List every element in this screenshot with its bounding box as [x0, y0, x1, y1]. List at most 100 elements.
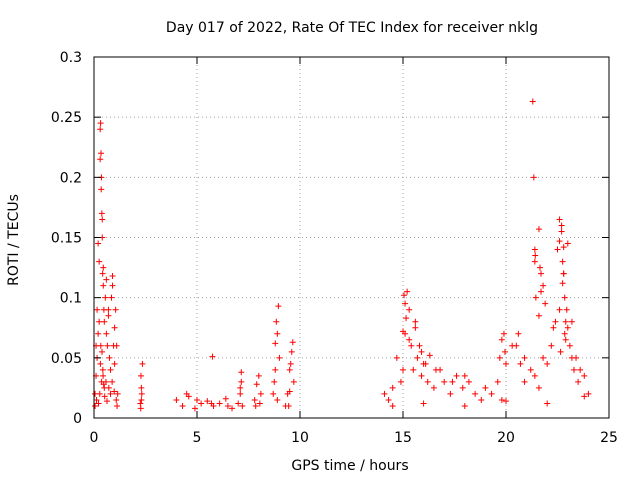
- data-point: [430, 384, 437, 391]
- data-point: [229, 405, 236, 412]
- data-point: [103, 276, 110, 283]
- data-point: [237, 384, 244, 391]
- data-point: [529, 98, 536, 105]
- data-point: [109, 282, 116, 289]
- data-point: [252, 402, 259, 409]
- data-point: [194, 396, 200, 403]
- data-points: [92, 98, 592, 412]
- x-axis-label: GPS time / hours: [291, 458, 408, 474]
- data-point: [107, 390, 114, 397]
- data-point: [410, 366, 417, 373]
- data-point: [561, 294, 568, 301]
- data-point: [535, 384, 542, 391]
- data-point: [137, 372, 144, 379]
- data-point: [406, 306, 413, 313]
- data-point: [400, 366, 406, 373]
- data-point: [183, 390, 190, 397]
- data-point: [402, 300, 409, 307]
- data-point: [532, 294, 539, 301]
- data-point: [498, 336, 505, 343]
- data-point: [558, 228, 565, 235]
- data-point: [548, 342, 555, 349]
- data-point: [99, 366, 106, 373]
- data-point: [271, 378, 278, 385]
- data-point: [109, 378, 116, 385]
- data-point: [418, 348, 425, 355]
- data-point: [285, 402, 292, 409]
- data-point: [389, 402, 396, 409]
- data-point: [95, 400, 102, 407]
- x-tick-label: 20: [497, 430, 515, 446]
- data-point: [209, 353, 216, 360]
- data-point: [531, 246, 538, 253]
- data-point: [138, 390, 145, 397]
- data-point: [503, 398, 509, 405]
- data-point: [138, 396, 145, 403]
- data-point: [527, 366, 534, 373]
- data-point: [561, 330, 568, 337]
- data-point: [385, 396, 392, 403]
- data-point: [575, 378, 582, 385]
- data-point: [111, 388, 118, 395]
- data-point: [517, 360, 524, 367]
- data-point: [222, 395, 229, 402]
- data-point: [560, 244, 567, 251]
- x-tick-label: 10: [291, 430, 309, 446]
- data-point: [416, 342, 423, 349]
- data-point: [105, 306, 112, 313]
- data-point: [531, 258, 538, 265]
- data-point: [96, 318, 103, 325]
- data-point: [577, 366, 584, 373]
- data-point: [273, 318, 280, 325]
- data-point: [270, 390, 277, 397]
- data-point: [238, 378, 245, 385]
- data-point: [100, 381, 107, 388]
- data-point: [501, 348, 508, 355]
- y-tick-label: 0.3: [60, 50, 82, 66]
- data-point: [274, 396, 281, 403]
- data-point: [97, 342, 104, 349]
- data-point: [139, 360, 146, 367]
- data-point: [96, 390, 103, 397]
- data-point: [556, 216, 563, 223]
- x-tick-label: 25: [600, 430, 618, 446]
- data-point: [113, 342, 120, 349]
- data-point: [412, 324, 419, 331]
- data-point: [521, 354, 528, 361]
- data-point: [137, 405, 144, 412]
- x-tick-label: 15: [394, 430, 412, 446]
- data-point: [173, 396, 180, 403]
- data-point: [498, 396, 505, 403]
- data-point: [397, 378, 404, 385]
- data-point: [98, 150, 105, 157]
- data-point: [107, 366, 114, 373]
- data-point: [274, 330, 281, 337]
- data-point: [256, 400, 263, 407]
- data-point: [381, 390, 388, 397]
- data-point: [426, 352, 433, 359]
- data-point: [100, 264, 107, 271]
- data-point: [544, 400, 551, 407]
- data-point: [554, 246, 561, 253]
- data-point: [496, 354, 503, 361]
- data-point: [532, 252, 539, 259]
- data-point: [564, 240, 571, 247]
- data-point: [138, 384, 145, 391]
- data-point: [191, 405, 198, 412]
- data-point: [566, 342, 573, 349]
- data-point: [276, 354, 283, 361]
- data-point: [389, 384, 396, 391]
- data-point: [562, 336, 569, 343]
- data-point: [559, 258, 566, 265]
- data-point: [290, 378, 297, 385]
- data-point: [562, 318, 569, 325]
- data-point: [179, 402, 186, 409]
- data-point: [568, 318, 575, 325]
- data-point: [257, 390, 264, 397]
- data-point: [414, 354, 421, 361]
- data-point: [482, 384, 489, 391]
- data-point: [224, 402, 231, 409]
- data-point: [432, 366, 439, 373]
